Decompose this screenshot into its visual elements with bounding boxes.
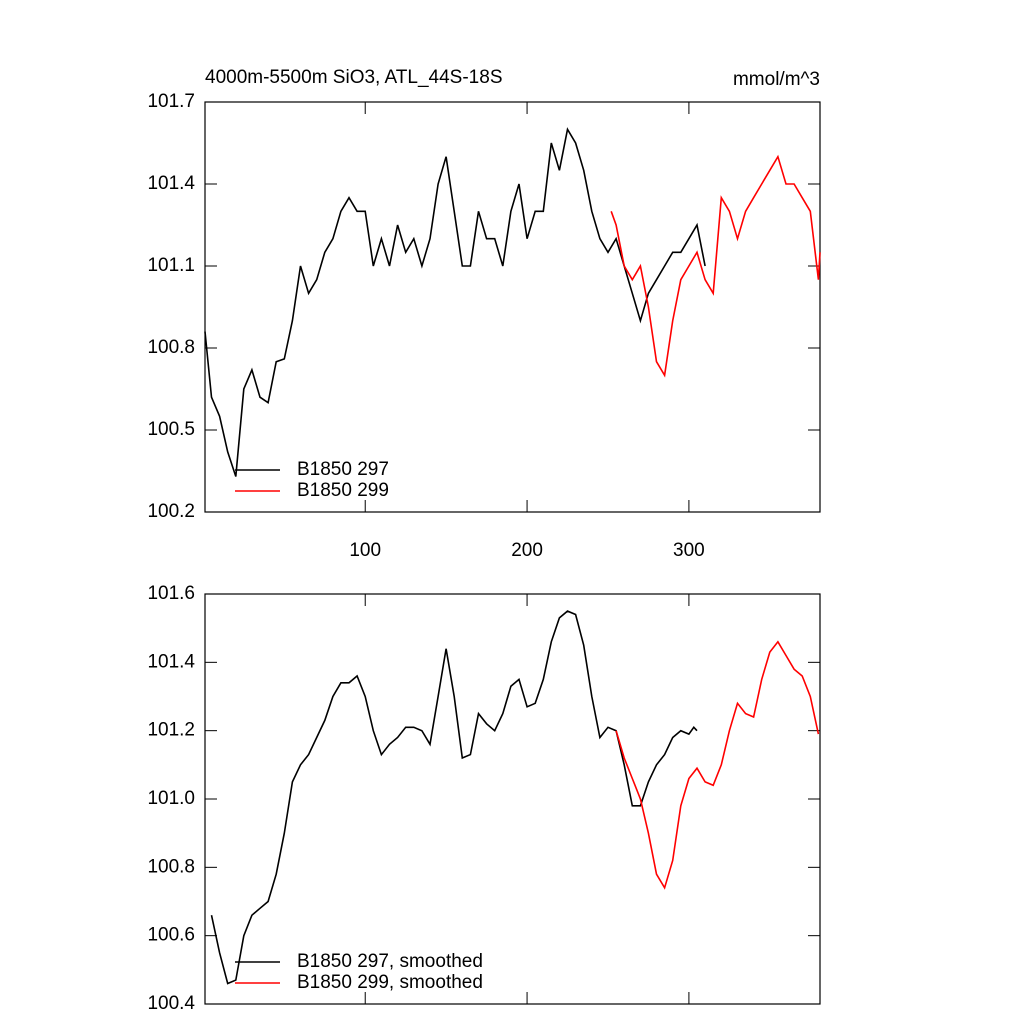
plot-frame	[204, 101, 821, 513]
data-line	[210, 610, 698, 985]
legend-label: B1850 299	[297, 480, 389, 501]
y-tick-label: 100.4	[147, 993, 195, 1014]
y-tick-label: 101.2	[147, 720, 195, 741]
legend-label: B1850 297	[297, 459, 389, 480]
units-label: mmol/m^3	[733, 69, 820, 90]
y-tick-label: 100.8	[147, 856, 195, 877]
legend-label: B1850 297, smoothed	[297, 951, 483, 972]
x-tick-label: 200	[511, 540, 543, 561]
chart-title: 4000m-5500m SiO3, ATL_44S-18S	[205, 67, 503, 88]
y-tick-label: 101.4	[147, 173, 195, 194]
data-line	[615, 640, 820, 890]
y-tick-label: 101.7	[147, 91, 195, 112]
legend-label: B1850 299, smoothed	[297, 972, 483, 993]
y-tick-label: 101.0	[147, 788, 195, 809]
plot-frame	[204, 593, 821, 1005]
y-tick-label: 100.8	[147, 337, 195, 358]
y-tick-label: 101.1	[147, 255, 195, 276]
x-tick-label: 300	[673, 540, 705, 561]
data-line	[610, 154, 821, 378]
y-tick-label: 101.6	[147, 583, 195, 604]
y-tick-label: 100.6	[147, 925, 195, 946]
y-tick-label: 100.2	[147, 501, 195, 522]
y-tick-label: 100.5	[147, 419, 195, 440]
x-tick-label: 100	[349, 540, 381, 561]
y-tick-label: 101.4	[147, 651, 195, 672]
data-line	[204, 127, 706, 477]
